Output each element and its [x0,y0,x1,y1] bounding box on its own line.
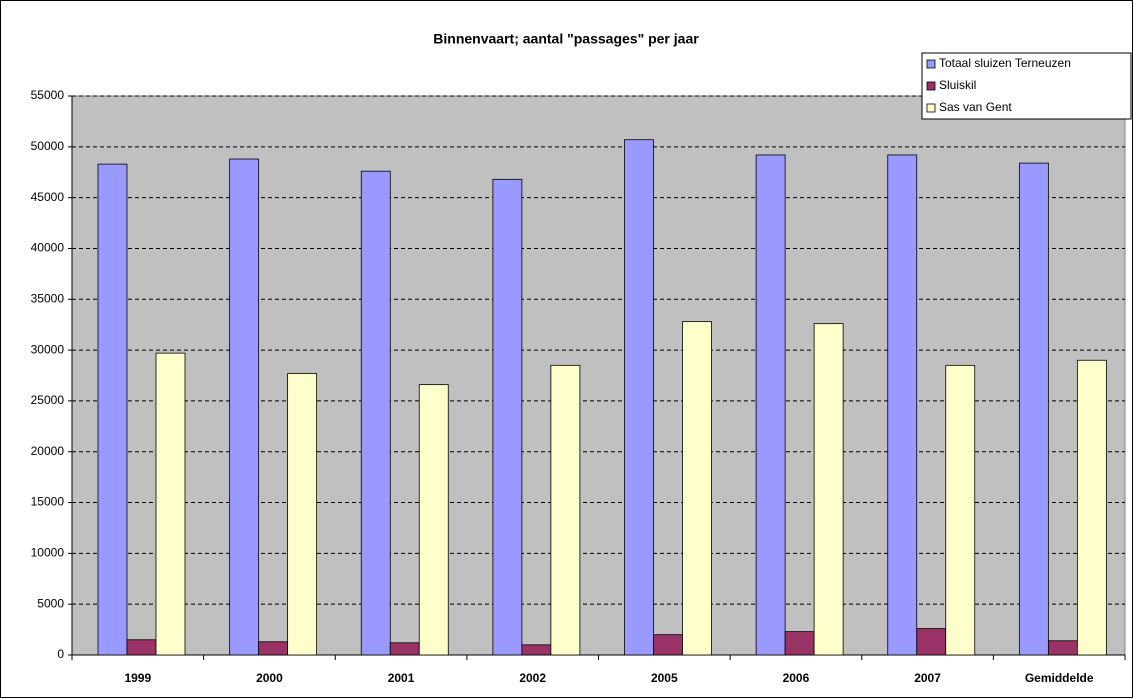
chart-title: Binnenvaart; aantal "passages" per jaar [433,31,699,47]
legend-swatch [926,81,936,91]
bar [887,154,918,656]
y-tick-label: 30000 [31,342,65,356]
x-tick-label: Gemiddelde [1025,671,1094,685]
bar [492,178,523,656]
bar [916,628,947,656]
bar [813,323,844,656]
bar [287,373,318,656]
bar [624,139,654,656]
y-tick-label: 35000 [31,291,65,305]
y-tick-label: 40000 [31,241,65,255]
legend-swatch [926,103,936,113]
bar [1018,162,1049,656]
bar [550,364,581,656]
y-tick-label: 25000 [31,393,65,407]
legend-swatch [926,59,936,69]
x-tick-label: 2001 [388,671,415,685]
bar [755,154,786,656]
bar [1047,640,1078,656]
y-tick-label: 20000 [31,444,65,458]
bar [258,641,289,656]
bar [229,158,260,656]
y-tick-label: 0 [57,647,64,661]
y-tick-label: 5000 [37,596,64,610]
bar [418,384,449,656]
x-tick-label: 2005 [651,671,678,685]
bar [126,639,157,656]
bar [945,364,976,656]
bar [360,170,391,656]
bar [155,352,186,656]
legend-box [921,52,1132,120]
bar [1076,359,1107,656]
bar [653,634,683,656]
x-tick-label: 2007 [914,671,941,685]
bar [97,163,128,656]
y-tick-label: 15000 [31,495,65,509]
bar [521,644,552,656]
bar [389,642,420,656]
y-tick-label: 55000 [31,88,65,102]
bar [784,631,815,656]
x-tick-label: 1999 [124,671,151,685]
legend-label: Sas van Gent [939,100,1012,114]
x-tick-label: 2006 [783,671,810,685]
y-tick-label: 45000 [31,190,65,204]
bar [682,321,712,656]
y-tick-label: 50000 [31,139,65,153]
x-tick-label: 2000 [256,671,283,685]
legend-label: Totaal sluizen Terneuzen [939,56,1071,70]
legend-label: Sluiskil [939,78,976,92]
y-tick-label: 10000 [31,546,65,560]
x-tick-label: 2002 [519,671,546,685]
